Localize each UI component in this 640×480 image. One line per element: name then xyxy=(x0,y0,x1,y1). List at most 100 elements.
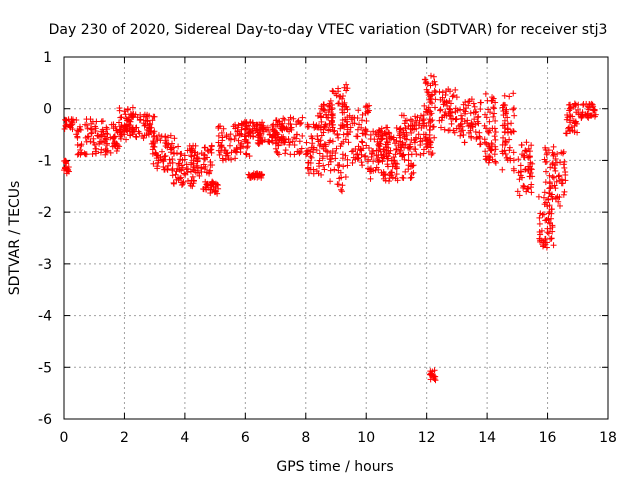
data-point xyxy=(546,179,553,186)
data-point xyxy=(336,100,343,107)
data-point xyxy=(232,132,239,139)
data-point xyxy=(439,94,446,101)
data-point xyxy=(304,164,311,171)
data-point xyxy=(342,136,349,143)
data-point xyxy=(316,157,323,164)
data-point xyxy=(510,90,517,97)
data-point xyxy=(551,165,558,172)
data-point xyxy=(251,125,258,132)
data-point xyxy=(515,156,522,163)
data-point xyxy=(474,118,481,125)
data-point xyxy=(456,125,463,132)
data-point xyxy=(403,136,410,143)
data-point xyxy=(539,211,546,218)
data-point xyxy=(245,171,252,178)
data-point xyxy=(339,106,346,113)
data-point xyxy=(348,148,355,155)
data-point xyxy=(475,113,482,120)
data-point xyxy=(177,156,184,163)
data-point xyxy=(567,105,574,112)
data-point xyxy=(506,144,513,151)
data-point xyxy=(448,116,455,123)
data-point xyxy=(289,138,296,145)
data-point xyxy=(507,157,514,164)
data-point xyxy=(140,135,147,142)
data-point xyxy=(285,136,292,143)
data-point xyxy=(452,86,459,93)
data-point xyxy=(63,166,70,173)
data-point xyxy=(575,106,582,113)
data-point xyxy=(542,217,549,224)
data-point xyxy=(547,164,554,171)
data-point xyxy=(358,124,365,131)
data-point xyxy=(74,133,81,140)
plot-border xyxy=(63,56,609,420)
data-point xyxy=(104,147,111,154)
data-point xyxy=(329,152,336,159)
data-point xyxy=(331,166,338,173)
data-point xyxy=(166,156,173,163)
data-point xyxy=(326,103,333,110)
data-point xyxy=(371,136,378,143)
data-point xyxy=(553,178,560,185)
data-point xyxy=(184,165,191,172)
x-tick-label: 18 xyxy=(599,430,617,446)
data-point xyxy=(572,102,579,109)
data-point xyxy=(549,149,556,156)
data-point xyxy=(447,108,454,115)
data-point xyxy=(508,120,515,127)
data-point xyxy=(334,162,341,169)
data-point xyxy=(321,141,328,148)
data-point xyxy=(193,162,200,169)
data-point xyxy=(121,108,128,115)
data-point xyxy=(518,168,525,175)
data-point xyxy=(302,151,309,158)
data-point xyxy=(514,188,521,195)
data-point xyxy=(327,97,334,104)
data-point xyxy=(396,126,403,133)
data-point xyxy=(332,150,339,157)
data-point xyxy=(429,117,436,124)
data-point xyxy=(471,116,478,123)
data-point xyxy=(173,176,180,183)
data-point xyxy=(521,183,528,190)
data-point xyxy=(351,120,358,127)
data-point xyxy=(131,128,138,135)
data-point xyxy=(103,124,110,131)
data-point xyxy=(243,151,250,158)
data-point xyxy=(548,191,555,198)
data-point xyxy=(169,165,176,172)
data-point xyxy=(163,137,170,144)
data-point xyxy=(340,163,347,170)
data-point xyxy=(62,116,69,123)
data-point xyxy=(477,99,484,106)
data-point xyxy=(376,142,383,149)
data-point xyxy=(528,189,535,196)
data-point xyxy=(389,174,396,181)
data-point xyxy=(320,101,327,108)
y-tick-label: -2 xyxy=(38,205,52,221)
data-point xyxy=(362,152,369,159)
data-point xyxy=(427,72,434,79)
data-point xyxy=(358,159,365,166)
data-point xyxy=(61,165,68,172)
data-point xyxy=(279,123,286,130)
data-point xyxy=(489,97,496,104)
data-point xyxy=(78,141,85,148)
data-point xyxy=(408,174,415,181)
data-point xyxy=(354,126,361,133)
data-point xyxy=(426,96,433,103)
data-point xyxy=(175,143,182,150)
y-tick-label: 0 xyxy=(43,102,52,118)
data-point xyxy=(321,166,328,173)
data-point xyxy=(266,139,273,146)
data-point xyxy=(170,150,177,157)
data-point xyxy=(410,162,417,169)
data-point xyxy=(428,110,435,117)
x-tick-label: 14 xyxy=(478,430,496,446)
data-point xyxy=(133,124,140,131)
data-point xyxy=(150,160,157,167)
x-axis-label: GPS time / hours xyxy=(276,459,393,475)
data-point xyxy=(335,134,342,141)
data-point xyxy=(402,124,409,131)
